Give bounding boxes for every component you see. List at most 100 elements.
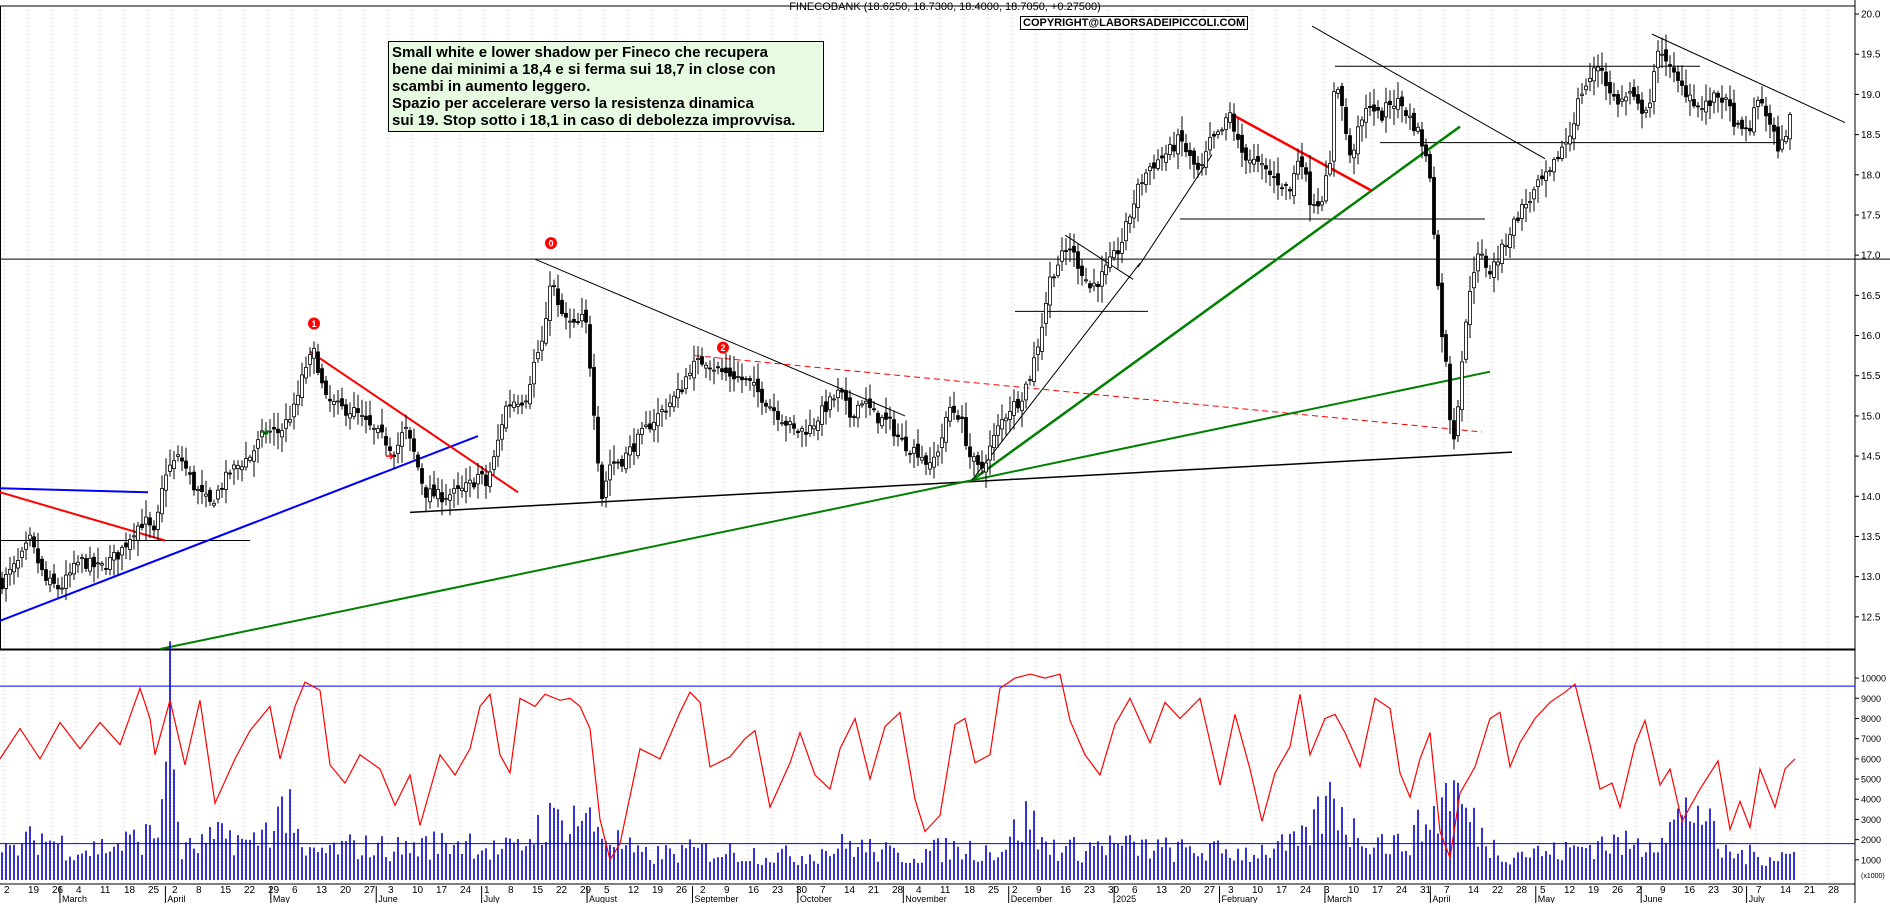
trendline — [0, 487, 149, 494]
candle-body — [1164, 153, 1168, 163]
candle-body — [292, 403, 296, 418]
candle-body — [148, 517, 152, 526]
candle-body — [488, 471, 492, 488]
candle-body — [352, 407, 356, 417]
candle-body — [1344, 107, 1348, 134]
date-tick-label: 19 — [652, 885, 664, 896]
wave-marker — [545, 237, 557, 250]
candle-body — [40, 558, 44, 571]
trendline — [971, 125, 1461, 482]
candle-body — [384, 436, 388, 446]
date-tick-label: 9 — [724, 885, 730, 896]
candle-body — [128, 539, 132, 550]
candle-body — [548, 285, 552, 321]
candle-body — [1588, 77, 1592, 83]
candle-body — [936, 451, 940, 457]
candle-body — [712, 369, 716, 372]
candle-body — [104, 568, 108, 570]
candle-body — [1544, 171, 1548, 181]
candle-body — [568, 320, 572, 323]
date-tick-label: 26 — [52, 885, 64, 896]
candle-body — [1596, 66, 1600, 72]
candle-body — [1700, 108, 1704, 111]
month-label: July — [484, 894, 501, 903]
candle-body — [1148, 166, 1152, 172]
candle-body — [232, 464, 236, 470]
candle-body — [1668, 64, 1672, 67]
candle-body — [84, 558, 88, 569]
candle-body — [1556, 156, 1560, 160]
candle-body — [748, 378, 752, 381]
candle-body — [1264, 165, 1268, 170]
candle-body — [916, 443, 920, 458]
date-tick-label: 14 — [1468, 885, 1480, 896]
candle-body — [820, 405, 824, 425]
analysis-line: scambi in aumento leggero. — [392, 78, 591, 95]
candle-body — [96, 562, 100, 565]
candle-body — [20, 550, 24, 558]
candle-body — [404, 426, 408, 429]
date-tick-label: 7 — [1756, 885, 1762, 896]
date-tick-label: 7 — [1444, 885, 1450, 896]
candle-body — [1764, 105, 1768, 117]
candle-body — [132, 535, 136, 538]
candle-body — [1680, 80, 1684, 86]
candle-body — [260, 430, 264, 438]
date-tick-label: 23 — [1708, 885, 1720, 896]
candle-body — [1316, 201, 1320, 207]
candle-body — [464, 482, 468, 492]
price-tick-label: 19.0 — [1861, 90, 1881, 101]
candle-body — [1580, 93, 1584, 96]
candle-body — [688, 372, 692, 376]
candle-body — [836, 389, 840, 398]
date-tick-label: 2 — [1012, 885, 1018, 896]
candle-body — [900, 437, 904, 440]
candle-body — [1088, 283, 1092, 289]
wave-marker — [308, 317, 320, 330]
volume-unit-label: (x1000) — [1861, 873, 1885, 880]
candle-body — [604, 480, 608, 498]
candle-body — [1728, 99, 1732, 107]
candle-body — [176, 454, 180, 457]
candle-body — [1260, 163, 1264, 166]
candle-body — [1032, 357, 1036, 382]
wave-marker-label: 2 — [720, 343, 725, 353]
candle-body — [508, 404, 512, 407]
candle-body — [216, 489, 220, 500]
candle-body — [1320, 201, 1324, 206]
candle-body — [496, 439, 500, 457]
candle-body — [668, 402, 672, 407]
candle-body — [344, 404, 348, 416]
date-tick-label: 12 — [1564, 885, 1576, 896]
candle-body — [160, 488, 164, 515]
date-tick-label: 20 — [340, 885, 352, 896]
candle-body — [628, 446, 632, 456]
candle-body — [1168, 144, 1172, 155]
date-tick-label: 22 — [244, 885, 256, 896]
candle-body — [480, 470, 484, 475]
candle-body — [1720, 97, 1724, 103]
candle-body — [824, 401, 828, 412]
candle-body — [1664, 49, 1668, 62]
candle-body — [1244, 147, 1248, 161]
trendline — [694, 355, 1483, 433]
candle-body — [1492, 261, 1496, 278]
candle-body — [396, 444, 400, 455]
candle-body — [48, 577, 52, 586]
volume-tick-label: 3000 — [1861, 815, 1881, 825]
candle-body — [672, 395, 676, 408]
candle-body — [272, 427, 276, 430]
candle-body — [1280, 187, 1284, 190]
candle-body — [1400, 96, 1404, 107]
candle-body — [596, 416, 600, 464]
candle-body — [656, 413, 660, 427]
candle-body — [772, 407, 776, 412]
date-tick-label: 3 — [388, 885, 394, 896]
candle-body — [432, 484, 436, 497]
candle-body — [1436, 234, 1440, 287]
candle-body — [860, 403, 864, 406]
date-tick-label: 10 — [412, 885, 424, 896]
candle-body — [1440, 282, 1444, 338]
date-tick-label: 26 — [676, 885, 688, 896]
candle-body — [472, 482, 476, 488]
